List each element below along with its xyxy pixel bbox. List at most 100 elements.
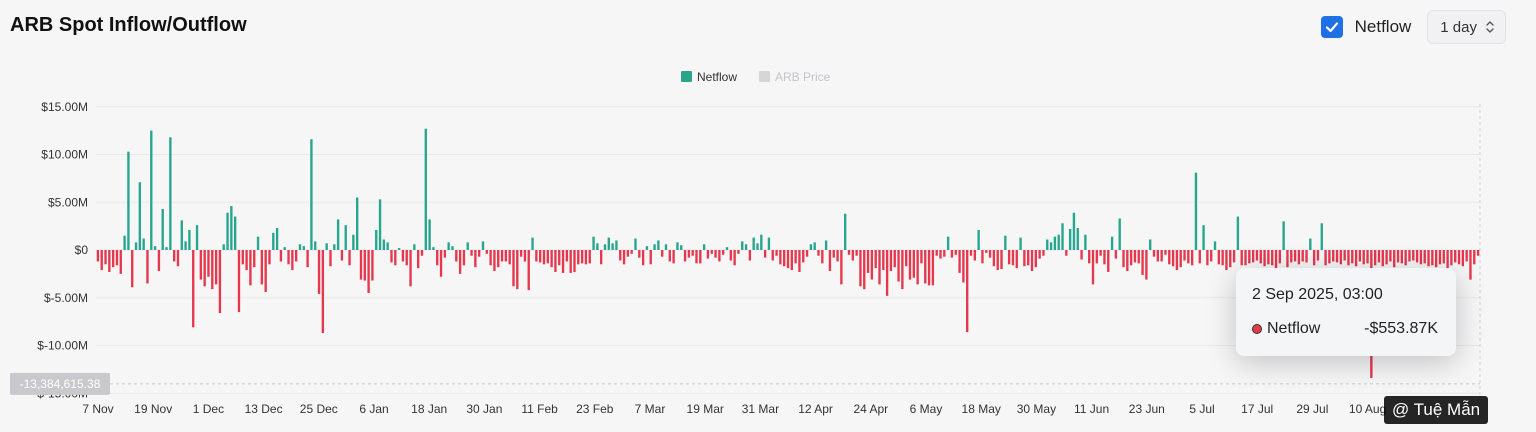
netflow-bar (851, 250, 854, 261)
netflow-bar (1221, 250, 1224, 266)
netflow-bar (1454, 250, 1457, 263)
netflow-bar (1412, 250, 1415, 261)
netflow-bar (111, 250, 115, 268)
y-tick-label: $10.00M (41, 148, 88, 162)
netflow-bar (1133, 250, 1137, 263)
netflow-bar (836, 250, 839, 262)
netflow-bar (1149, 239, 1152, 250)
netflow-bar (584, 250, 588, 265)
netflow-bar (859, 250, 862, 287)
netflow-bar (924, 250, 927, 284)
legend-label: ARB Price (775, 70, 831, 84)
netflow-bar (1118, 218, 1121, 250)
netflow-toggle-label[interactable]: Netflow (1354, 17, 1412, 36)
netflow-bar (1450, 250, 1453, 266)
netflow-bar (455, 250, 458, 262)
netflow-checkbox[interactable] (1320, 16, 1343, 38)
netflow-bar (1469, 250, 1472, 280)
netflow-bar (470, 250, 473, 256)
netflow-bar (508, 250, 511, 265)
netflow-bar (188, 229, 191, 250)
netflow-bar (1114, 250, 1118, 259)
netflow-bar (283, 247, 286, 250)
netflow-bar (824, 240, 828, 250)
y-tick-label: $5.00M (48, 195, 88, 209)
x-tick-label: 19 Nov (134, 402, 172, 416)
tooltip-series-dot (1252, 324, 1262, 334)
netflow-bar (512, 250, 515, 287)
netflow-bar (298, 244, 302, 250)
netflow-bar (1320, 223, 1323, 250)
netflow-bar (485, 250, 488, 254)
netflow-bar (214, 250, 218, 285)
netflow-bar (897, 250, 900, 282)
netflow-bar (676, 242, 679, 250)
tooltip-date: 2 Sep 2025, 03:00 (1252, 286, 1383, 303)
netflow-bar (1274, 250, 1278, 270)
netflow-bar (832, 250, 835, 258)
netflow-bar (1179, 250, 1182, 268)
netflow-bar (565, 250, 569, 262)
netflow-bar (855, 250, 858, 256)
netflow-bar (680, 245, 683, 250)
netflow-bar (996, 250, 999, 271)
netflow-bar (1065, 250, 1068, 256)
netflow-bar (683, 250, 687, 262)
netflow-bar (1015, 250, 1018, 269)
netflow-bar (1168, 250, 1171, 265)
netflow-bar (1385, 250, 1388, 265)
netflow-bar (1335, 250, 1339, 263)
netflow-bar (333, 244, 336, 250)
netflow-bar (649, 250, 652, 265)
netflow-bar (233, 216, 237, 250)
x-tick-label: 10 Aug (1349, 402, 1386, 416)
netflow-bar (161, 208, 164, 250)
netflow-bar (554, 250, 557, 272)
netflow-bar (561, 250, 565, 273)
netflow-bar (794, 250, 797, 264)
netflow-bar (645, 246, 649, 250)
netflow-bar (828, 250, 832, 272)
netflow-bar (687, 250, 691, 258)
x-tick-label: 6 May (910, 402, 943, 416)
netflow-bar (1152, 250, 1156, 257)
netflow-bar (1278, 250, 1282, 264)
netflow-bar (657, 240, 660, 250)
netflow-bar (127, 151, 130, 250)
x-tick-label: 1 Dec (193, 402, 224, 416)
netflow-bar (519, 250, 523, 257)
netflow-bar (199, 250, 203, 280)
netflow-bar (1408, 250, 1411, 262)
netflow-bar (222, 244, 225, 250)
netflow-bar (1030, 250, 1034, 272)
netflow-bar (96, 250, 100, 262)
netflow-bar (714, 250, 717, 258)
x-tick-label: 11 Feb (521, 402, 558, 416)
netflow-bar (1194, 172, 1198, 250)
netflow-bar (1225, 250, 1228, 271)
interval-select[interactable]: 1 day (1427, 10, 1506, 44)
netflow-bar (1023, 250, 1026, 267)
netflow-bar (1187, 250, 1190, 264)
netflow-bar (798, 250, 801, 272)
netflow-bar (1255, 250, 1259, 261)
netflow-bar (1347, 250, 1350, 266)
netflow-bar (1366, 250, 1369, 264)
netflow-bar (226, 212, 229, 250)
netflow-bar (1312, 250, 1316, 266)
netflow-bar (954, 250, 957, 255)
netflow-bar (477, 250, 481, 257)
netflow-bar (1271, 250, 1274, 266)
x-tick-label: 18 May (962, 402, 1001, 416)
y-tick-label: $-10.00M (37, 339, 88, 353)
netflow-bar (622, 250, 626, 265)
netflow-bar (1419, 250, 1423, 265)
netflow-bar (847, 250, 851, 255)
netflow-bar (211, 250, 214, 290)
netflow-bar (413, 244, 416, 250)
netflow-bar (912, 250, 916, 278)
netflow-bar (367, 250, 370, 293)
netflow-bar (1046, 239, 1049, 250)
netflow-bar (317, 250, 321, 294)
netflow-bar (497, 250, 500, 268)
